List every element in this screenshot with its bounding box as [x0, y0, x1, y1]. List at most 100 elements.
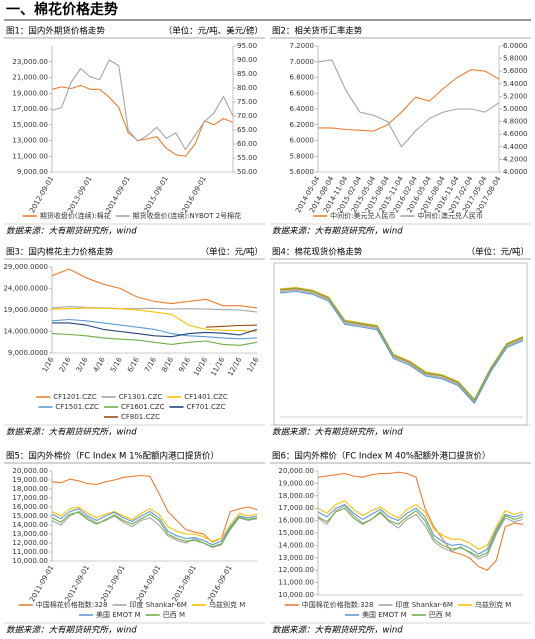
y2-tick-label: 95.00	[237, 42, 257, 50]
legend-label: 乌兹别克 M	[209, 600, 245, 609]
y2-tick-label: 6.0000	[503, 42, 528, 50]
panel-title: 图2：相关货币汇率走势	[272, 26, 363, 37]
y-tick-label: 6.4000	[290, 105, 315, 113]
legend-label: 乌兹别克 M	[475, 600, 511, 609]
series-line	[51, 268, 258, 309]
legend-label: 美国 EMOT M	[96, 610, 141, 619]
y-tick-label: 13,000.00	[12, 530, 48, 538]
y-tick-label: 9,000.0000	[8, 349, 48, 357]
y-tick-label: 12,000.00	[12, 539, 48, 547]
y2-tick-label: 5.8000	[503, 55, 528, 63]
x-tick-label: 2016-09-01	[181, 175, 208, 214]
y2-tick-label: 4.8000	[503, 118, 528, 126]
y-tick-label: 18,000.00	[12, 485, 48, 493]
x-tick-label: 2015-09-01	[143, 175, 170, 214]
series-line	[279, 289, 524, 403]
x-tick-label: 2012-09-01	[28, 175, 55, 214]
y-tick-label: 6.2000	[290, 121, 315, 129]
y-tick-label: 17,000.00	[12, 494, 48, 502]
y2-tick-label: 5.6000	[503, 67, 528, 75]
y2-tick-label: 5.0000	[503, 105, 528, 113]
x-tick-label: 2013-09-01	[99, 564, 126, 603]
section-title: 一、棉花价格走势	[6, 1, 118, 18]
y-tick-label: 20,000.00	[278, 467, 314, 475]
x-tick-label: 7/16	[143, 356, 158, 374]
panel-title: 图3：国内棉花主力价格走势	[6, 247, 114, 258]
y-tick-label: 9,000.00	[17, 168, 48, 176]
series-line	[51, 511, 258, 548]
y-tick-label: 15,000.00	[12, 121, 48, 129]
y2-tick-label: 5.4000	[503, 80, 528, 88]
legend-label: 巴西 M	[429, 611, 451, 619]
series-line	[51, 306, 258, 313]
y-tick-label: 14,000.0000	[3, 328, 48, 336]
x-tick-label: 2014-09-01	[135, 564, 162, 603]
y-tick-label: 10,000.00	[12, 557, 48, 565]
panel-title: 图1：国内外期货价格走势	[6, 26, 105, 37]
source-note: 数据来源：大有期货研究所，wind	[272, 226, 403, 237]
y2-tick-label: 4.4000	[503, 143, 528, 151]
x-tick-label: 3/16	[75, 356, 90, 374]
x-tick-label: 12/16	[226, 356, 243, 378]
legend-label: 巴西 M	[163, 611, 185, 619]
series-line	[317, 500, 524, 550]
y2-tick-label: 85.00	[237, 70, 257, 78]
legend-label: 中国棉花价格指数:328	[302, 600, 374, 609]
x-tick-label: 2016-09-01	[206, 564, 233, 603]
y-tick-label: 11,000.00	[12, 152, 48, 160]
x-tick-label: 1/16	[246, 356, 261, 374]
series-line	[51, 474, 258, 543]
legend-label: CF801.CZC	[121, 413, 160, 421]
panel-unit: （单位：元/吨、美元/磅）	[164, 26, 263, 37]
series-line	[51, 318, 258, 340]
y2-tick-label: 4.2000	[503, 155, 528, 163]
y-tick-label: 7.0000	[290, 58, 315, 66]
x-tick-label: 10/16	[192, 356, 209, 378]
y-tick-label: 6.6000	[290, 89, 315, 97]
series-line	[205, 324, 258, 328]
series-line	[317, 471, 524, 571]
legend-label: CF701.CZC	[186, 403, 225, 411]
series-line	[51, 59, 234, 151]
y-tick-label: 10,000.00	[278, 591, 314, 599]
source-note: 数据来源：大有期货研究所，wind	[6, 625, 137, 636]
panel-title: 图4：棉花现货价格走势	[272, 247, 363, 258]
y2-tick-label: 55.00	[237, 154, 257, 162]
source-note: 数据来源：大有期货研究所，wind	[6, 226, 137, 237]
y-tick-label: 19,000.00	[12, 89, 48, 97]
y-tick-label: 13,000.00	[12, 137, 48, 145]
panel-unit: （单位：元/吨）	[467, 247, 529, 258]
y2-tick-label: 70.00	[237, 112, 257, 120]
legend-label: CF1401.CZC	[184, 393, 228, 401]
legend-label: 中间价:美元兑人民币	[330, 211, 395, 220]
legend-label: CF1301.CZC	[119, 393, 163, 401]
legend-label: 印度 Shankar-6M	[129, 600, 187, 609]
series-line	[279, 288, 524, 402]
y-tick-label: 11,000.00	[12, 548, 48, 556]
legend-label: CF1601.CZC	[121, 403, 165, 411]
series-line	[51, 307, 258, 333]
y-tick-label: 15,000.00	[12, 512, 48, 520]
legend-label: CF1501.CZC	[55, 403, 99, 411]
x-tick-label: 9/16	[177, 356, 192, 374]
panel-unit: （单位：元/吨）	[201, 247, 263, 258]
series-line	[51, 506, 258, 542]
y-tick-label: 14,000.00	[12, 521, 48, 529]
y-tick-label: 19,000.00	[12, 476, 48, 484]
y-tick-label: 14,000.00	[278, 541, 314, 549]
series-line	[51, 508, 258, 546]
y-tick-label: 5.6000	[290, 168, 315, 176]
y2-tick-label: 65.00	[237, 126, 257, 134]
series-line	[317, 507, 524, 558]
legend-label: 美国 EMOT M	[362, 610, 407, 619]
y-tick-label: 18,000.00	[278, 492, 314, 500]
y2-tick-label: 75.00	[237, 98, 257, 106]
series-line	[52, 322, 258, 338]
y-tick-label: 16,000.00	[12, 503, 48, 511]
y-tick-label: 20,000.00	[12, 467, 48, 475]
x-tick-label: 2015-09-01	[171, 564, 198, 603]
y-tick-label: 17,000.00	[278, 504, 314, 512]
y-tick-label: 16,000.00	[278, 517, 314, 525]
y-tick-label: 19,000.00	[278, 479, 314, 487]
x-tick-label: 2/16	[58, 356, 73, 374]
